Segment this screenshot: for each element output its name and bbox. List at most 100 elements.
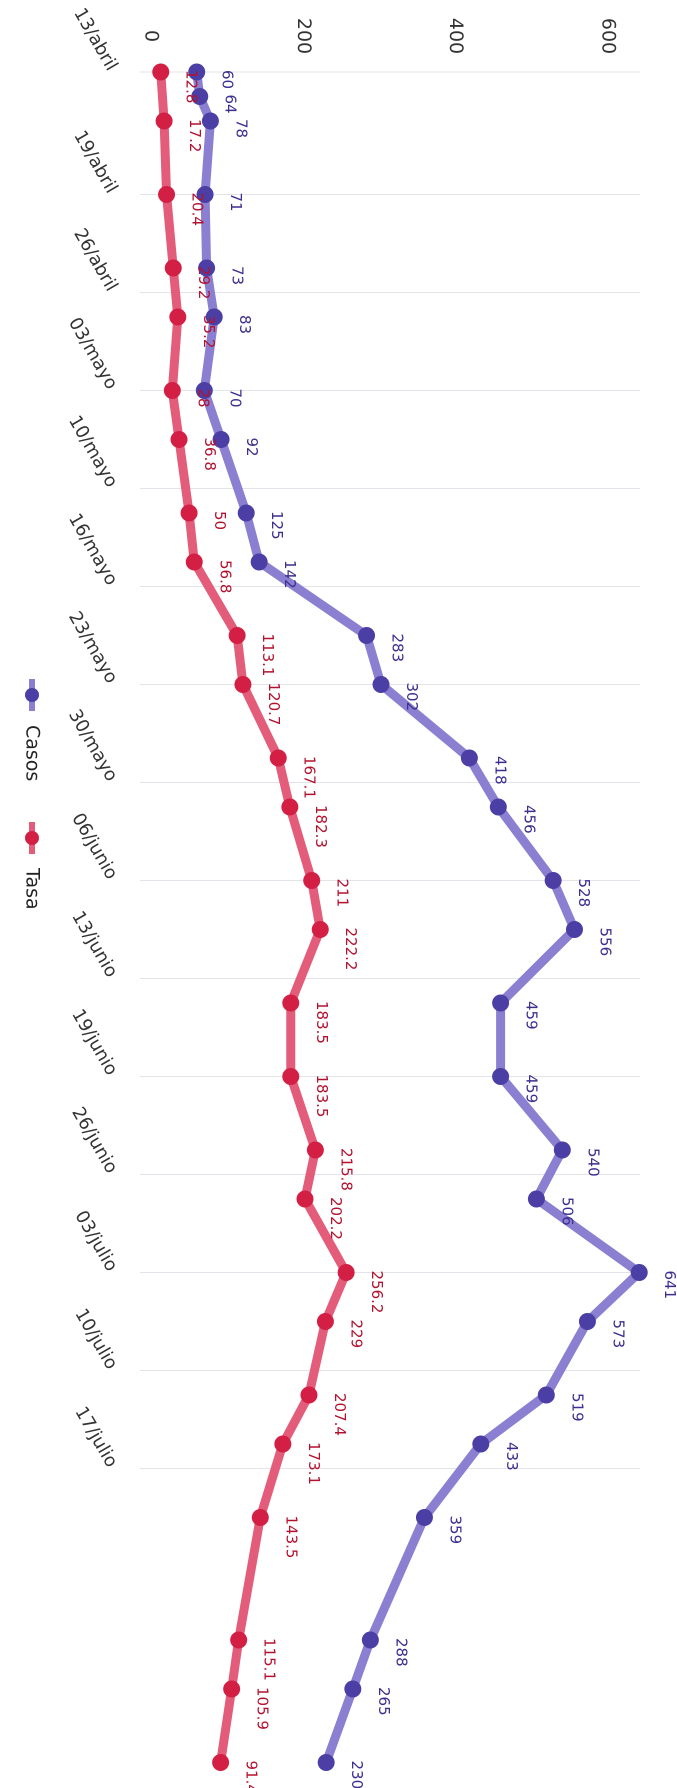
value-axis-ticks: 0 200 400 600 — [141, 18, 620, 54]
data-label-casos: 641 — [661, 1271, 677, 1300]
point-tasa — [282, 1068, 300, 1085]
data-label-tasa: 28 — [194, 389, 212, 408]
point-tasa — [228, 627, 246, 644]
data-label-casos: 540 — [584, 1148, 602, 1177]
point-casos — [544, 872, 562, 889]
category-label: 16/mayo — [64, 510, 122, 589]
data-label-tasa: 173.1 — [305, 1442, 323, 1485]
data-label-casos: 573 — [609, 1320, 627, 1349]
category-label: 13/junio — [67, 907, 122, 981]
point-casos — [537, 1386, 555, 1404]
point-tasa — [274, 1435, 292, 1453]
data-label-casos: 265 — [375, 1687, 393, 1716]
point-casos — [527, 1190, 545, 1208]
data-label-tasa: 35.2 — [200, 315, 218, 348]
category-label: 03/mayo — [64, 314, 122, 393]
point-tasa — [311, 921, 329, 938]
data-label-tasa: 183.5 — [313, 1075, 331, 1118]
category-axis-labels: 13/abril 19/abril 26/abril 03/mayo 10/mayo 16… — [64, 4, 122, 1471]
point-casos — [344, 1680, 362, 1698]
category-label: 17/julio — [70, 1403, 121, 1471]
point-casos — [489, 798, 507, 816]
data-labels: 60 64 78 71 73 83 70 92 125 142 283 302 418 456 528 556… — [183, 70, 677, 1788]
value-tick-label: 600 — [598, 18, 620, 54]
data-label-tasa: 256.2 — [368, 1271, 386, 1314]
point-tasa — [230, 1631, 248, 1649]
data-label-tasa: 115.1 — [261, 1638, 279, 1681]
legend-item-casos[interactable]: Casos — [22, 679, 44, 781]
point-casos — [237, 504, 255, 522]
data-label-casos: 73 — [229, 266, 247, 285]
point-tasa — [212, 1754, 230, 1771]
legend-label: Casos — [22, 725, 44, 781]
point-casos — [415, 1509, 433, 1526]
data-label-casos: 459 — [523, 1001, 541, 1030]
data-label-casos: 78 — [232, 119, 250, 138]
data-label-casos: 142 — [281, 560, 299, 589]
point-casos — [250, 553, 268, 571]
data-label-tasa: 222.2 — [342, 928, 360, 971]
point-casos — [492, 1068, 510, 1085]
category-label: 26/abril — [69, 225, 122, 295]
category-label: 06/junio — [67, 809, 122, 883]
legend-swatch-marker — [25, 688, 39, 702]
point-casos — [317, 1754, 335, 1771]
point-tasa — [269, 749, 287, 767]
data-label-tasa: 20.4 — [189, 193, 207, 226]
data-label-casos: 302 — [403, 683, 421, 712]
point-tasa — [185, 553, 203, 571]
legend-item-tasa[interactable]: Tasa — [22, 822, 44, 910]
point-casos — [198, 259, 216, 277]
data-label-tasa: 211 — [334, 879, 352, 908]
point-tasa — [337, 1264, 355, 1281]
point-tasa — [158, 186, 176, 203]
data-label-tasa: 12.8 — [183, 70, 201, 103]
data-label-casos: 433 — [503, 1442, 521, 1471]
point-tasa — [281, 798, 299, 816]
point-tasa — [223, 1680, 241, 1698]
point-casos — [191, 88, 209, 105]
point-tasa — [306, 1141, 324, 1159]
data-label-casos: 359 — [446, 1516, 464, 1545]
point-casos — [578, 1313, 596, 1330]
point-tasa — [164, 259, 182, 277]
category-label: 10/julio — [70, 1305, 121, 1373]
data-label-casos: 83 — [236, 315, 254, 334]
data-label-casos: 60 — [219, 70, 237, 89]
data-label-tasa: 91.4 — [243, 1761, 261, 1788]
data-label-casos: 288 — [392, 1638, 410, 1667]
point-casos — [630, 1264, 648, 1281]
series-lines — [156, 67, 644, 1767]
legend-label: Tasa — [22, 867, 44, 910]
data-label-casos: 556 — [596, 928, 614, 957]
point-casos — [212, 431, 230, 448]
legend[interactable]: Casos Tasa — [22, 679, 44, 910]
data-label-tasa: 183.5 — [313, 1001, 331, 1044]
data-label-casos: 459 — [523, 1075, 541, 1104]
data-label-tasa: 105.9 — [254, 1687, 272, 1730]
data-label-tasa: 207.4 — [331, 1393, 349, 1436]
point-casos — [361, 1631, 379, 1649]
data-label-tasa: 120.7 — [265, 683, 283, 726]
data-label-tasa: 182.3 — [312, 805, 330, 848]
category-label: 30/mayo — [64, 706, 122, 785]
point-tasa — [152, 63, 170, 81]
data-label-tasa: 29.2 — [195, 266, 213, 299]
gridlines — [140, 71, 640, 1469]
data-label-tasa: 229 — [347, 1320, 365, 1349]
data-label-casos: 456 — [520, 805, 538, 834]
data-label-casos: 64 — [222, 95, 240, 114]
point-tasa — [282, 994, 300, 1012]
point-tasa — [180, 504, 198, 522]
data-label-casos: 418 — [491, 756, 509, 785]
category-label: 23/mayo — [64, 608, 122, 687]
point-casos — [188, 63, 206, 81]
series-line-casos — [192, 67, 644, 1767]
data-label-casos: 283 — [389, 634, 407, 663]
data-label-casos: 230 — [348, 1761, 366, 1788]
category-label: 19/abril — [69, 127, 122, 197]
point-casos — [201, 112, 219, 130]
point-casos — [553, 1141, 571, 1159]
data-label-casos: 70 — [226, 389, 244, 408]
